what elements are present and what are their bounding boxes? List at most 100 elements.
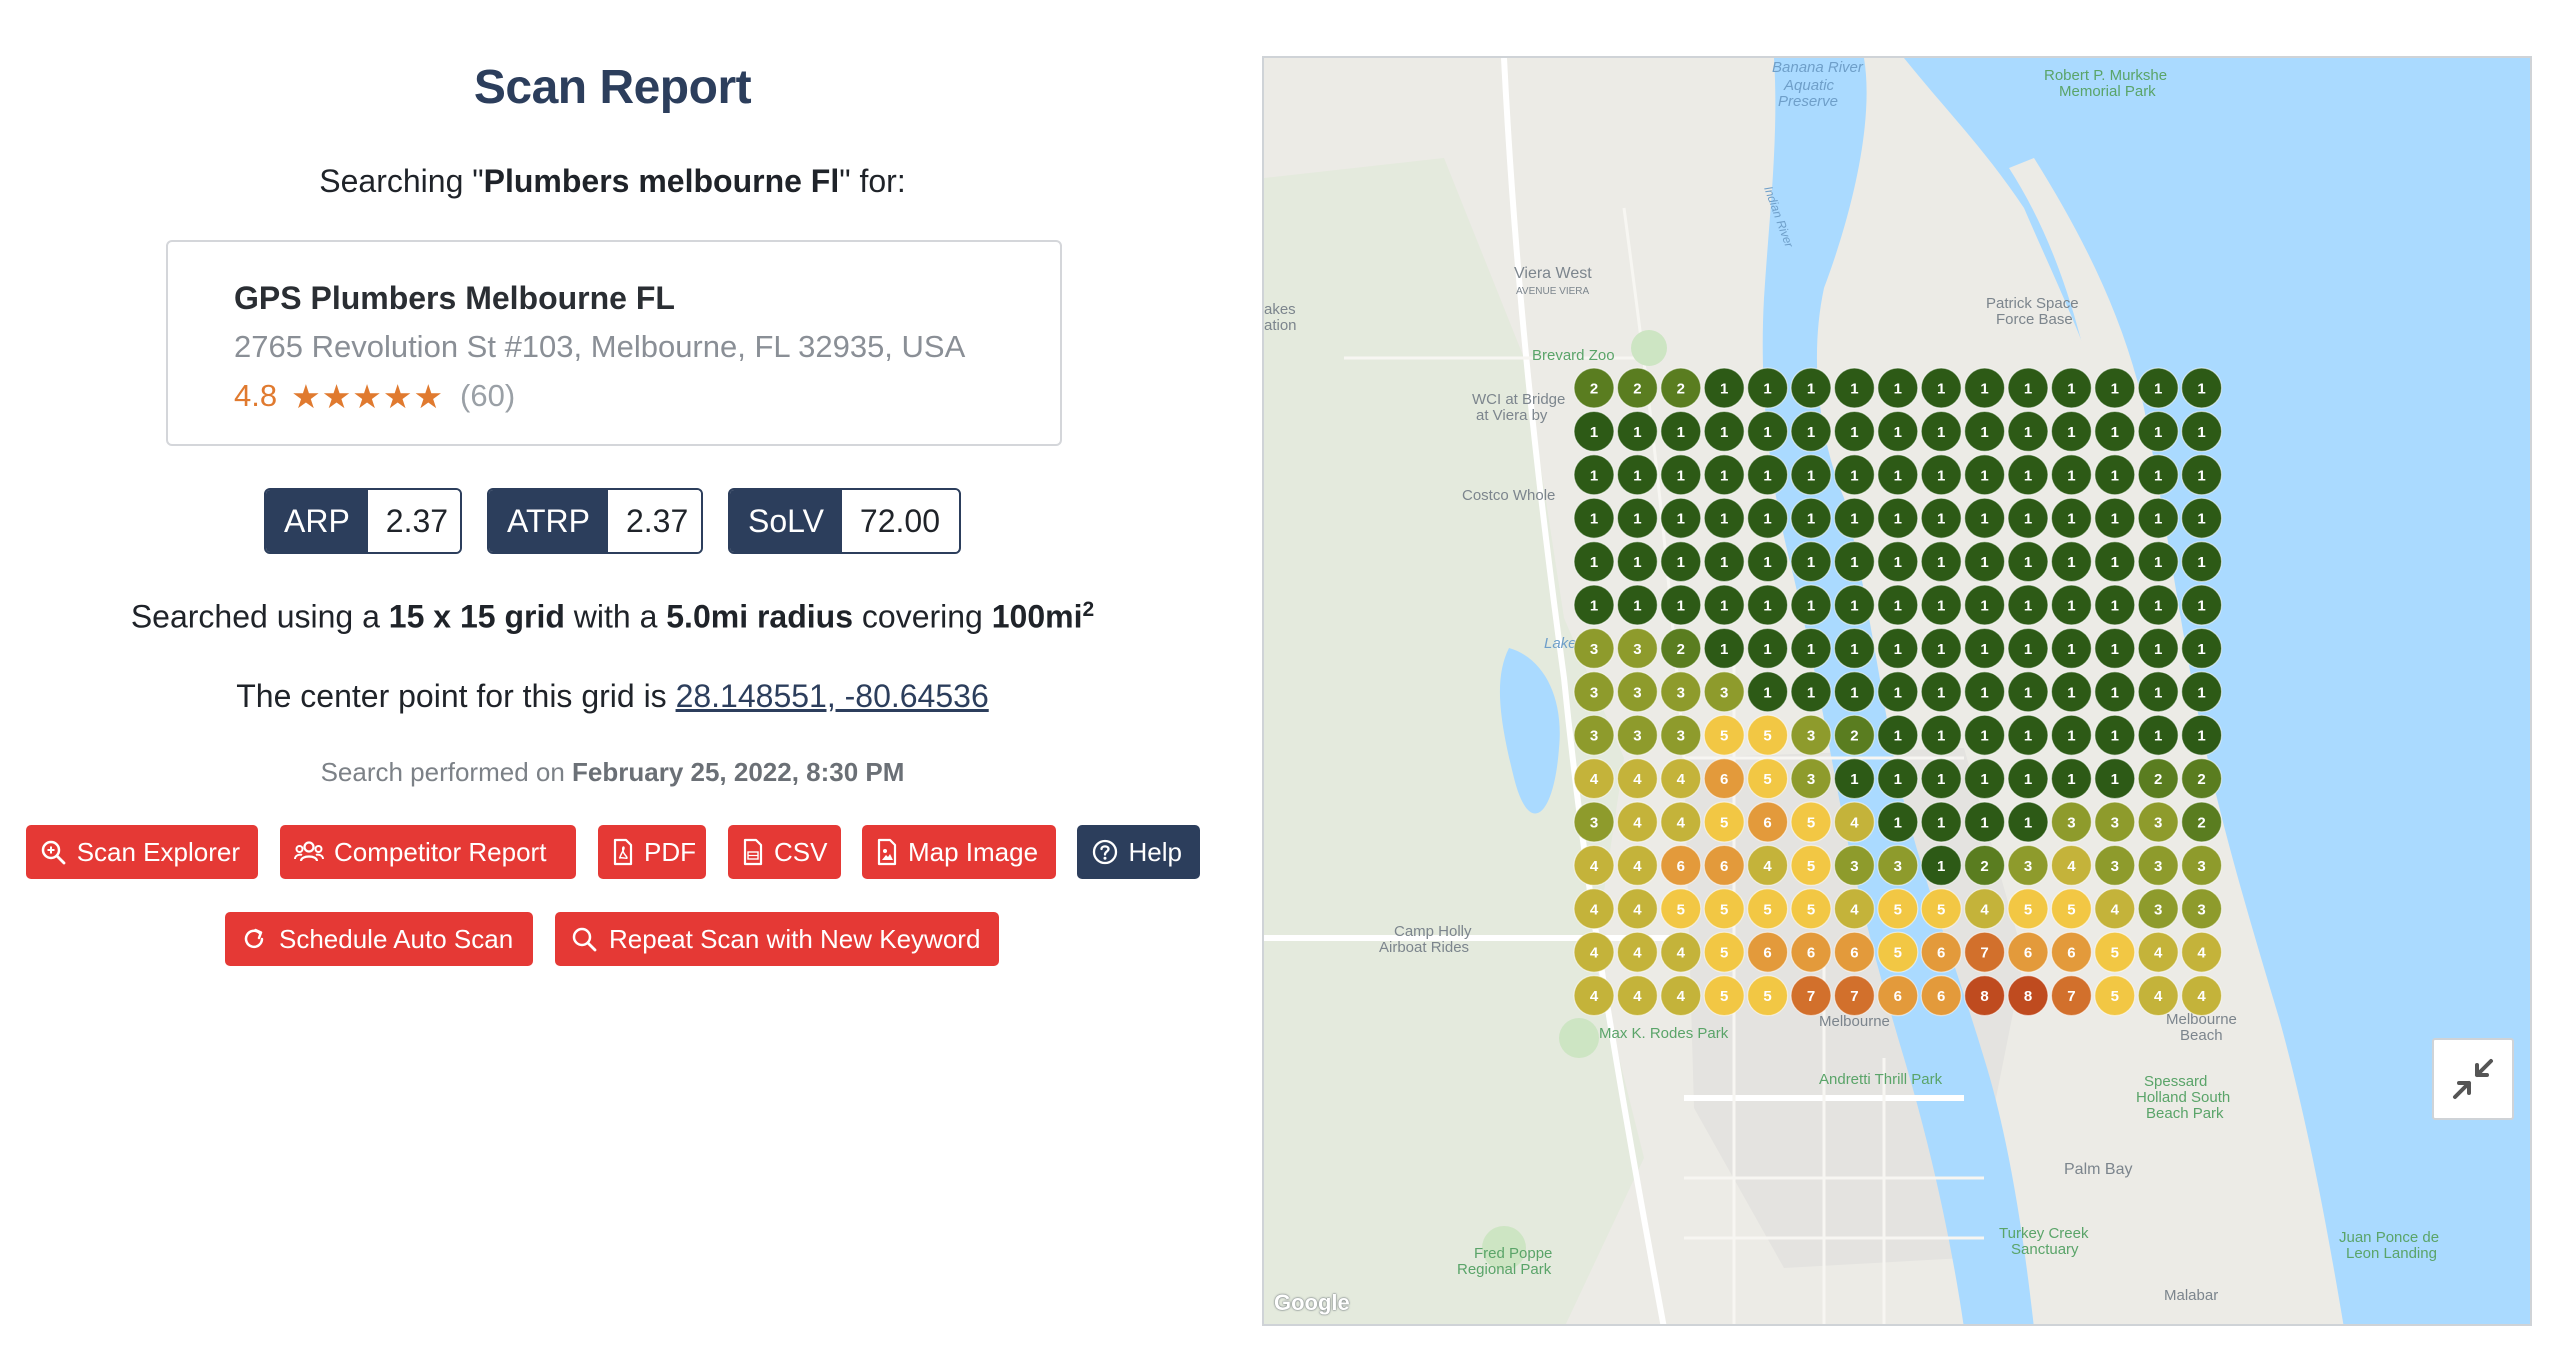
rank-marker[interactable]: 6 bbox=[1833, 931, 1876, 973]
rank-marker[interactable]: 5 bbox=[2094, 931, 2136, 973]
rank-marker[interactable]: 1 bbox=[1790, 410, 1832, 452]
rank-marker[interactable]: 2 bbox=[2137, 757, 2179, 800]
rank-marker[interactable]: 1 bbox=[2137, 584, 2179, 626]
rank-marker[interactable]: 4 bbox=[1660, 931, 1702, 973]
rank-marker[interactable]: 6 bbox=[1877, 974, 1919, 1017]
rank-marker[interactable]: 1 bbox=[1616, 454, 1658, 496]
rank-marker[interactable]: 1 bbox=[2094, 367, 2136, 409]
rank-marker[interactable]: 1 bbox=[2094, 714, 2136, 756]
rank-marker[interactable]: 3 bbox=[1877, 844, 1919, 887]
rank-marker[interactable]: 3 bbox=[2180, 888, 2223, 930]
rank-marker[interactable]: 3 bbox=[1660, 671, 1702, 713]
scan-map[interactable]: Banana River Aquatic Preserve Robert P. … bbox=[1262, 56, 2532, 1326]
rank-marker[interactable]: 1 bbox=[1790, 367, 1832, 409]
rank-marker[interactable]: 1 bbox=[2180, 367, 2223, 409]
rank-marker[interactable]: 4 bbox=[2180, 974, 2223, 1017]
help-button[interactable]: Help bbox=[1077, 825, 1200, 879]
rank-marker[interactable]: 5 bbox=[1877, 888, 1919, 930]
rank-marker[interactable]: 4 bbox=[1833, 801, 1876, 843]
rank-marker[interactable]: 1 bbox=[1790, 497, 1832, 539]
rank-marker[interactable]: 1 bbox=[1877, 757, 1919, 800]
rank-marker[interactable]: 1 bbox=[1573, 454, 1615, 496]
rank-marker[interactable]: 1 bbox=[2137, 714, 2179, 756]
rank-marker[interactable]: 5 bbox=[1660, 888, 1702, 930]
rank-marker[interactable]: 1 bbox=[2050, 454, 2093, 496]
rank-marker[interactable]: 1 bbox=[2180, 714, 2223, 756]
rank-marker[interactable]: 3 bbox=[1616, 671, 1658, 713]
rank-marker[interactable]: 4 bbox=[1573, 844, 1615, 887]
rank-marker[interactable]: 1 bbox=[1573, 497, 1615, 539]
rank-marker[interactable]: 1 bbox=[1747, 497, 1789, 539]
rank-marker[interactable]: 5 bbox=[1703, 974, 1745, 1017]
rank-marker[interactable]: 1 bbox=[2094, 454, 2136, 496]
rank-marker[interactable]: 6 bbox=[1920, 931, 1962, 973]
rank-marker[interactable]: 1 bbox=[2007, 410, 2049, 452]
rank-marker[interactable]: 4 bbox=[1573, 757, 1615, 800]
rank-marker[interactable]: 1 bbox=[2137, 410, 2179, 452]
rank-marker[interactable]: 1 bbox=[1703, 541, 1745, 583]
rank-marker[interactable]: 4 bbox=[1573, 931, 1615, 973]
rank-marker[interactable]: 6 bbox=[1747, 931, 1789, 973]
rank-marker[interactable]: 1 bbox=[1616, 410, 1658, 452]
rank-marker[interactable]: 1 bbox=[2094, 757, 2136, 800]
rank-marker[interactable]: 1 bbox=[1833, 454, 1876, 496]
rank-marker[interactable]: 4 bbox=[1660, 801, 1702, 843]
rank-marker[interactable]: 1 bbox=[1963, 627, 2006, 670]
rank-marker[interactable]: 1 bbox=[2094, 541, 2136, 583]
rank-marker[interactable]: 6 bbox=[1703, 844, 1745, 887]
rank-marker[interactable]: 1 bbox=[1790, 584, 1832, 626]
rank-marker[interactable]: 1 bbox=[1877, 801, 1919, 843]
rank-marker[interactable]: 4 bbox=[2050, 844, 2093, 887]
rank-marker[interactable]: 1 bbox=[1616, 497, 1658, 539]
rank-marker[interactable]: 1 bbox=[1877, 627, 1919, 670]
repeat-scan-button[interactable]: Repeat Scan with New Keyword bbox=[555, 912, 999, 966]
rank-marker[interactable]: 1 bbox=[2007, 627, 2049, 670]
rank-marker[interactable]: 1 bbox=[2007, 454, 2049, 496]
rank-marker[interactable]: 4 bbox=[1573, 888, 1615, 930]
rank-marker[interactable]: 3 bbox=[2094, 844, 2136, 887]
rank-marker[interactable]: 4 bbox=[1616, 757, 1658, 800]
rank-marker[interactable]: 1 bbox=[2050, 367, 2093, 409]
rank-marker[interactable]: 1 bbox=[1920, 497, 1962, 539]
rank-marker[interactable]: 7 bbox=[2050, 974, 2093, 1017]
rank-marker[interactable]: 3 bbox=[1573, 801, 1615, 843]
map-image-button[interactable]: Map Image bbox=[862, 825, 1056, 879]
rank-marker[interactable]: 1 bbox=[1833, 584, 1876, 626]
rank-marker[interactable]: 1 bbox=[1616, 584, 1658, 626]
rank-marker[interactable]: 5 bbox=[1790, 888, 1832, 930]
rank-marker[interactable]: 1 bbox=[1833, 410, 1876, 452]
rank-marker[interactable]: 1 bbox=[1877, 367, 1919, 409]
rank-marker[interactable]: 5 bbox=[2050, 888, 2093, 930]
rank-marker[interactable]: 5 bbox=[1703, 714, 1745, 756]
rank-marker[interactable]: 2 bbox=[1963, 844, 2006, 887]
schedule-auto-scan-button[interactable]: Schedule Auto Scan bbox=[225, 912, 533, 966]
rank-marker[interactable]: 1 bbox=[1703, 497, 1745, 539]
rank-marker[interactable]: 1 bbox=[2180, 497, 2223, 539]
rank-marker[interactable]: 1 bbox=[1833, 367, 1876, 409]
rank-marker[interactable]: 2 bbox=[1833, 714, 1876, 756]
rank-marker[interactable]: 1 bbox=[1963, 757, 2006, 800]
rank-marker[interactable]: 1 bbox=[1963, 801, 2006, 843]
rank-marker[interactable]: 1 bbox=[1703, 367, 1745, 409]
rank-marker[interactable]: 1 bbox=[2094, 627, 2136, 670]
rank-marker[interactable]: 1 bbox=[2180, 671, 2223, 713]
rank-marker[interactable]: 1 bbox=[1920, 671, 1962, 713]
rank-marker[interactable]: 1 bbox=[1920, 757, 1962, 800]
rank-marker[interactable]: 5 bbox=[2007, 888, 2049, 930]
rank-marker[interactable]: 5 bbox=[1790, 844, 1832, 887]
exit-fullscreen-button[interactable] bbox=[2432, 1038, 2514, 1120]
rank-marker[interactable]: 1 bbox=[2137, 367, 2179, 409]
rank-marker[interactable]: 1 bbox=[1963, 584, 2006, 626]
rank-marker[interactable]: 1 bbox=[1790, 541, 1832, 583]
rank-marker[interactable]: 1 bbox=[1660, 410, 1702, 452]
rank-marker[interactable]: 5 bbox=[1920, 888, 1962, 930]
rank-marker[interactable]: 1 bbox=[1963, 671, 2006, 713]
rank-marker[interactable]: 1 bbox=[1877, 584, 1919, 626]
rank-marker[interactable]: 1 bbox=[2180, 627, 2223, 670]
rank-marker[interactable]: 4 bbox=[1660, 974, 1702, 1017]
rank-marker[interactable]: 2 bbox=[1660, 367, 1702, 409]
rank-marker[interactable]: 1 bbox=[2137, 454, 2179, 496]
rank-marker[interactable]: 1 bbox=[1660, 497, 1702, 539]
rank-marker[interactable]: 7 bbox=[1833, 974, 1876, 1017]
rank-marker[interactable]: 1 bbox=[1747, 454, 1789, 496]
